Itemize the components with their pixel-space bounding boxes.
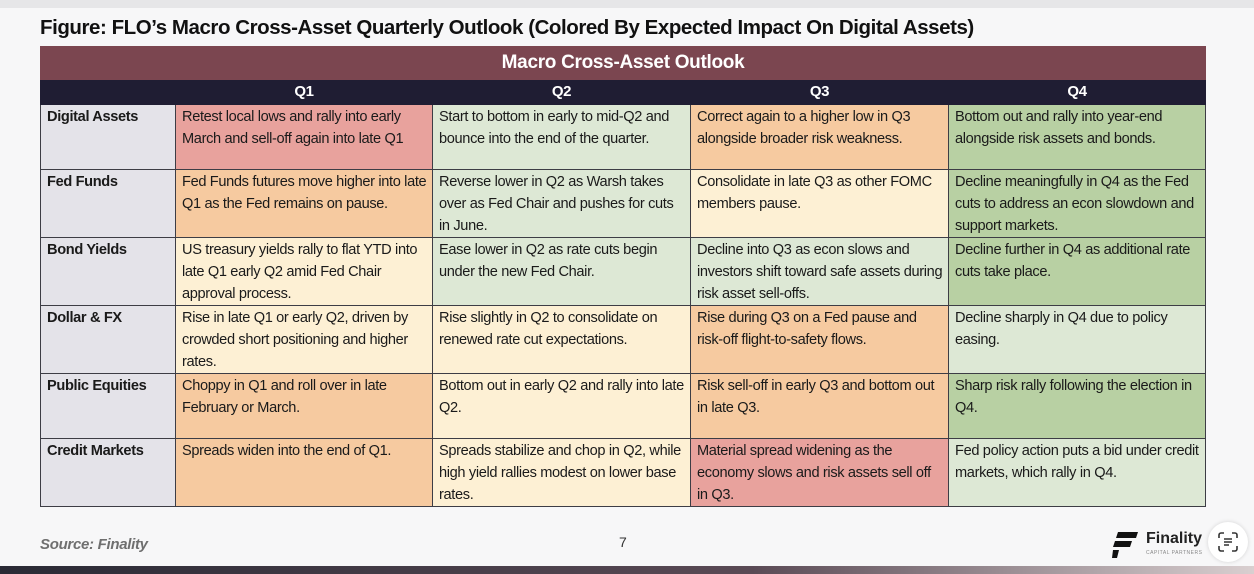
quarter-header-q1: Q1 bbox=[175, 79, 433, 105]
outlook-cell-q4: Decline sharply in Q4 due to policy easi… bbox=[947, 305, 1207, 374]
table-row: Bond Yields US treasury yields rally to f… bbox=[40, 237, 1207, 306]
outlook-cell-q1: Retest local lows and rally into early M… bbox=[175, 104, 433, 170]
outlook-table: Macro Cross-Asset Outlook Q1 Q2 Q3 Q4 Digit… bbox=[39, 46, 1207, 507]
bottom-edge bbox=[0, 566, 1254, 574]
table-row: Dollar & FX Rise in late Q1 or early Q2, … bbox=[40, 305, 1207, 374]
outlook-cell-q4: Bottom out and rally into year-end along… bbox=[947, 104, 1207, 170]
outlook-cell-q1: Spreads widen into the end of Q1. bbox=[175, 438, 433, 507]
outlook-cell-q3: Decline into Q3 as econ slows and invest… bbox=[690, 237, 949, 306]
logo-subtext: CAPITAL PARTNERS bbox=[1146, 550, 1203, 556]
figure-title: Figure: FLO’s Macro Cross-Asset Quarterl… bbox=[40, 16, 974, 39]
outlook-cell-q2: Bottom out in early Q2 and rally into la… bbox=[432, 373, 691, 439]
outlook-cell-q1: Choppy in Q1 and roll over in late Febru… bbox=[175, 373, 433, 439]
outlook-cell-q3: Risk sell-off in early Q3 and bottom out… bbox=[690, 373, 949, 439]
quarter-header-q2: Q2 bbox=[432, 79, 691, 105]
outlook-cell-q3: Consolidate in late Q3 as other FOMC mem… bbox=[690, 169, 949, 238]
outlook-cell-q3: Correct again to a higher low in Q3 alon… bbox=[690, 104, 949, 170]
outlook-cell-q3: Material spread widening as the economy … bbox=[690, 438, 949, 507]
outlook-cell-q4: Sharp risk rally following the election … bbox=[947, 373, 1207, 439]
table-row: Digital Assets Retest local lows and rall… bbox=[40, 104, 1207, 170]
text-scan-icon bbox=[1218, 532, 1238, 552]
outlook-cell-q4: Decline further in Q4 as additional rate… bbox=[947, 237, 1207, 306]
row-label: Public Equities bbox=[40, 373, 176, 439]
row-label: Fed Funds bbox=[40, 169, 176, 238]
outlook-cell-q3: Rise during Q3 on a Fed pause and risk-o… bbox=[690, 305, 949, 374]
row-label: Credit Markets bbox=[40, 438, 176, 507]
source-note: Source: Finality bbox=[40, 536, 148, 553]
table-row: Public Equities Choppy in Q1 and roll ove… bbox=[40, 373, 1207, 439]
row-label: Digital Assets bbox=[40, 104, 176, 170]
outlook-cell-q4: Fed policy action puts a bid under credi… bbox=[947, 438, 1207, 507]
finality-logo-icon bbox=[1112, 532, 1138, 558]
text-scan-button[interactable] bbox=[1208, 522, 1248, 562]
outlook-cell-q2: Reverse lower in Q2 as Warsh takes over … bbox=[432, 169, 691, 238]
table-banner: Macro Cross-Asset Outlook bbox=[39, 46, 1207, 80]
outlook-cell-q2: Spreads stabilize and chop in Q2, while … bbox=[432, 438, 691, 507]
table-row: Credit Markets Spreads widen into the end… bbox=[40, 438, 1207, 507]
logo-text: Finality bbox=[1146, 530, 1203, 547]
row-label: Dollar & FX bbox=[40, 305, 176, 374]
outlook-cell-q2: Ease lower in Q2 as rate cuts begin unde… bbox=[432, 237, 691, 306]
page-number: 7 bbox=[619, 534, 627, 550]
outlook-cell-q1: Rise in late Q1 or early Q2, driven by c… bbox=[175, 305, 433, 374]
outlook-cell-q1: Fed Funds futures move higher into late … bbox=[175, 169, 433, 238]
finality-logo: Finality CAPITAL PARTNERS bbox=[1112, 528, 1212, 562]
top-edge bbox=[0, 0, 1254, 8]
outlook-cell-q2: Start to bottom in early to mid-Q2 and b… bbox=[432, 104, 691, 170]
header-blank bbox=[40, 79, 176, 105]
outlook-cell-q2: Rise slightly in Q2 to consolidate on re… bbox=[432, 305, 691, 374]
outlook-cell-q4: Decline meaningfully in Q4 as the Fed cu… bbox=[947, 169, 1207, 238]
quarter-header-q3: Q3 bbox=[690, 79, 949, 105]
quarter-header-q4: Q4 bbox=[947, 79, 1207, 105]
outlook-cell-q1: US treasury yields rally to flat YTD int… bbox=[175, 237, 433, 306]
table-row: Fed Funds Fed Funds futures move higher i… bbox=[40, 169, 1207, 238]
row-label: Bond Yields bbox=[40, 237, 176, 306]
